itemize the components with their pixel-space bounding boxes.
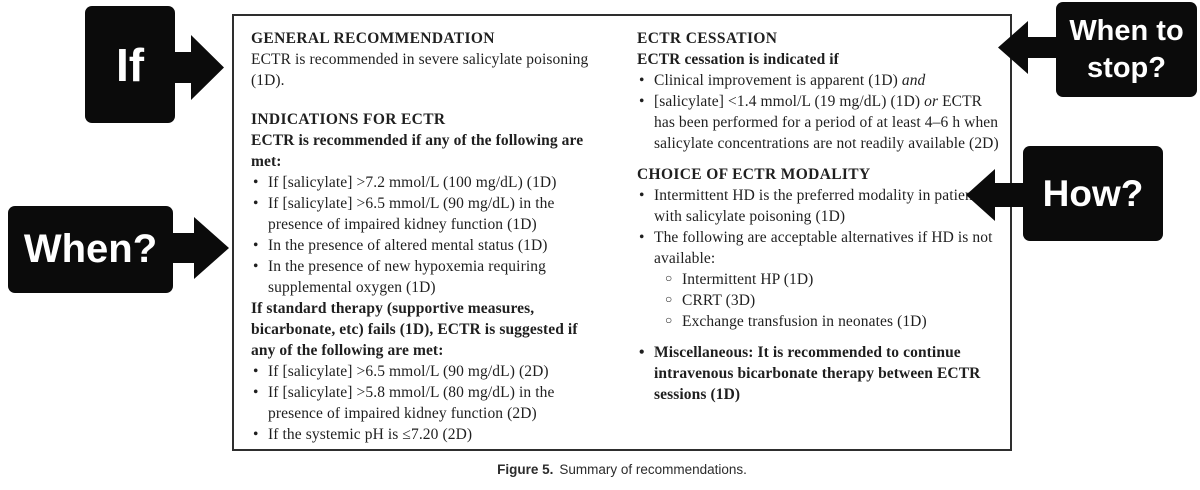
- callout-if-label: If: [115, 38, 145, 91]
- text-run: If [salicylate] >6.5 mmol/L (90 mg/dL) i…: [268, 195, 555, 233]
- text-run: If the systemic pH is ≤7.20 (2D): [268, 426, 473, 443]
- bullet-item: • [salicylate] <1.4 mmol/L (19 mg/dL) (1D…: [637, 91, 1006, 154]
- text-run: If [salicylate] >6.5 mmol/L (90 mg/dL) (…: [268, 363, 549, 380]
- arrow-right-icon: [171, 217, 229, 279]
- callout-when-label: When?: [23, 227, 158, 271]
- text-run: ECTR is recommended in severe salicylate…: [251, 51, 589, 89]
- section-heading: ECTR CESSATION: [637, 30, 778, 47]
- arrow-left-icon: [998, 21, 1058, 74]
- bullet-marker-icon: •: [639, 72, 645, 89]
- bullet-item: • Intermittent HD is the preferred modali…: [637, 185, 1006, 227]
- bullet-item: • In the presence of new hypoxemia requir…: [251, 256, 597, 298]
- bullet-marker-icon: •: [253, 384, 259, 401]
- text-run: ECTR cessation is indicated if: [637, 51, 839, 68]
- callout-when-to-stop-label: When to stop?: [1069, 15, 1184, 84]
- recommendations-panel: GENERAL RECOMMENDATION ECTR is recommende…: [232, 14, 1012, 451]
- bullet-item: • If [salicylate] >5.8 mmol/L (80 mg/dL) …: [251, 382, 597, 424]
- sub-bullet-item: ○ Exchange transfusion in neonates (1D): [661, 311, 1006, 332]
- bullet-item: • The following are acceptable alternativ…: [637, 227, 1006, 332]
- bullet-marker-icon: ○: [665, 271, 673, 285]
- bullet-marker-icon: •: [253, 174, 259, 191]
- text-run: Exchange transfusion in neonates (1D): [682, 313, 927, 330]
- section-paragraph: If standard therapy (supportive measures…: [251, 298, 597, 361]
- callout-when-to-stop: When to stop?: [1056, 2, 1197, 97]
- text-run: The following are acceptable alternative…: [654, 229, 993, 267]
- sub-bullet-item: ○ Intermittent HP (1D): [661, 269, 1006, 290]
- bullet-marker-icon: •: [253, 237, 259, 254]
- figure-caption-label: Figure 5.: [497, 462, 554, 477]
- bullet-marker-icon: •: [253, 195, 259, 212]
- bullet-marker-icon: •: [639, 344, 645, 361]
- text-run: or: [924, 93, 939, 110]
- sub-bullet-list: ○ Intermittent HP (1D) ○ CRRT (3D) ○ Exchange…: [661, 269, 1006, 332]
- bullet-item: • If [salicylate] >6.5 mmol/L (90 mg/dL) …: [251, 361, 597, 382]
- text-run: Intermittent HP (1D): [682, 271, 814, 288]
- bullet-list: • Intermittent HD is the preferred modali…: [637, 185, 1006, 405]
- section-heading: CHOICE OF ECTR MODALITY: [637, 166, 871, 183]
- section-paragraph: ECTR cessation is indicated if: [637, 49, 1006, 70]
- arrow-left-icon: [966, 169, 1024, 221]
- figure-caption-text: Summary of recommendations.: [559, 462, 747, 477]
- bullet-marker-icon: •: [253, 258, 259, 275]
- bullet-marker-icon: ○: [665, 313, 673, 327]
- text-run: If [salicylate] >7.2 mmol/L (100 mg/dL) …: [268, 174, 557, 191]
- text-run: Intermittent HD is the preferred modalit…: [654, 187, 984, 225]
- bullet-marker-icon: •: [639, 93, 645, 110]
- text-run: If standard therapy (supportive measures…: [251, 300, 578, 359]
- bullet-marker-icon: •: [253, 426, 259, 443]
- section-heading: INDICATIONS FOR ECTR: [251, 111, 446, 128]
- bullet-item: • Clinical improvement is apparent (1D) a…: [637, 70, 1006, 91]
- section-heading: GENERAL RECOMMENDATION: [251, 30, 495, 47]
- bullet-item: • If [salicylate] >6.5 mmol/L (90 mg/dL) …: [251, 193, 597, 235]
- text-run: and: [901, 72, 926, 89]
- section-paragraph: ECTR is recommended in severe salicylate…: [251, 49, 597, 91]
- text-run: CRRT (3D): [682, 292, 756, 309]
- callout-if: If: [85, 6, 175, 123]
- callout-how-label: How?: [1042, 172, 1144, 214]
- bullet-list: • Clinical improvement is apparent (1D) a…: [637, 70, 1006, 154]
- bullet-marker-icon: ○: [665, 292, 673, 306]
- bullet-list: • If [salicylate] >6.5 mmol/L (90 mg/dL) …: [251, 361, 597, 445]
- bullet-item: • Miscellaneous: It is recommended to con…: [637, 342, 1006, 405]
- text-run: [salicylate] <1.4 mmol/L (19 mg/dL) (1D): [654, 93, 925, 110]
- sub-bullet-item: ○ CRRT (3D): [661, 290, 1006, 311]
- right-column: ECTR CESSATION ECTR cessation is indicate…: [637, 28, 1006, 441]
- text-run: ECTR has been performed for a period of …: [654, 93, 999, 152]
- left-column: GENERAL RECOMMENDATION ECTR is recommende…: [251, 28, 597, 443]
- bullet-item: • In the presence of altered mental statu…: [251, 235, 597, 256]
- text-run: In the presence of new hypoxemia requiri…: [268, 258, 546, 296]
- text-run: In the presence of altered mental status…: [268, 237, 548, 254]
- bullet-marker-icon: •: [639, 187, 645, 204]
- section-paragraph: ECTR is recommended if any of the follow…: [251, 130, 597, 172]
- arrow-right-icon: [173, 35, 224, 100]
- text-run: ECTR is recommended if any of the follow…: [251, 132, 584, 170]
- bullet-list: • If [salicylate] >7.2 mmol/L (100 mg/dL)…: [251, 172, 597, 298]
- bullet-item: • If the systemic pH is ≤7.20 (2D): [251, 424, 597, 445]
- text-run: Clinical improvement is apparent (1D): [654, 72, 902, 89]
- callout-how: How?: [1023, 146, 1163, 241]
- bullet-marker-icon: •: [253, 363, 259, 380]
- bullet-item: • If [salicylate] >7.2 mmol/L (100 mg/dL)…: [251, 172, 597, 193]
- text-run: Miscellaneous: It is recommended to cont…: [654, 344, 981, 403]
- figure-caption: Figure 5. Summary of recommendations.: [232, 462, 1012, 477]
- callout-when: When?: [8, 206, 173, 293]
- bullet-marker-icon: •: [639, 229, 645, 246]
- text-run: If [salicylate] >5.8 mmol/L (80 mg/dL) i…: [268, 384, 555, 422]
